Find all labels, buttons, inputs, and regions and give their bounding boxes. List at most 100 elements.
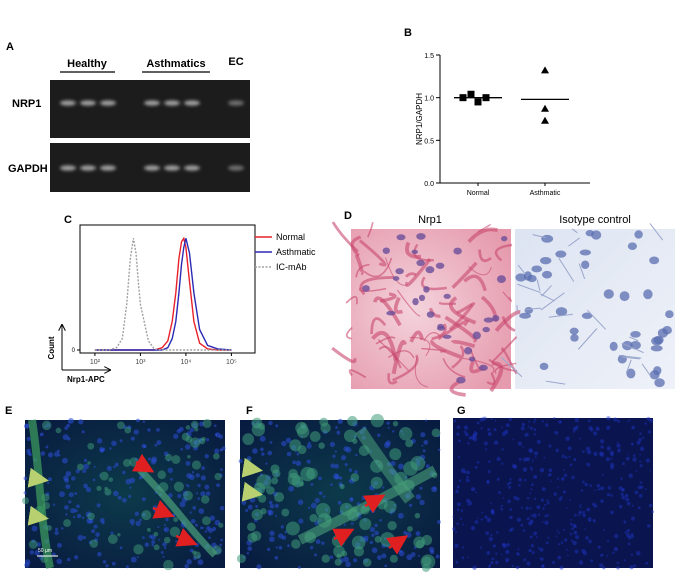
cell	[338, 476, 343, 480]
cell	[629, 565, 634, 570]
nucleus	[386, 310, 396, 316]
cell	[125, 565, 129, 569]
band	[184, 100, 200, 106]
nucleus	[472, 331, 481, 340]
fiber	[502, 291, 513, 302]
cell	[584, 482, 588, 487]
nucleus	[541, 234, 554, 243]
cell	[408, 503, 413, 507]
fiber	[491, 336, 518, 363]
cell	[629, 419, 631, 421]
cell	[345, 446, 352, 453]
cell	[452, 527, 456, 531]
cell	[515, 565, 520, 570]
cell	[463, 425, 469, 430]
cell	[47, 452, 54, 458]
cell	[66, 423, 71, 428]
cell	[54, 530, 59, 536]
panel-label: G	[457, 405, 466, 417]
cell	[52, 552, 56, 557]
cell	[510, 527, 514, 531]
cell	[644, 488, 647, 490]
cell	[524, 478, 527, 482]
cell	[573, 524, 577, 529]
cell	[610, 452, 614, 457]
cell	[487, 432, 492, 437]
cell	[641, 436, 645, 440]
cell	[65, 470, 72, 477]
cell	[201, 495, 210, 504]
cell	[208, 528, 214, 533]
cell	[306, 467, 318, 480]
cell	[295, 460, 302, 467]
cell	[475, 491, 477, 494]
cell	[530, 514, 533, 517]
nucleus	[581, 312, 593, 319]
nucleus	[418, 294, 426, 302]
arrow	[385, 535, 409, 555]
cell	[70, 507, 76, 514]
cell	[501, 426, 504, 429]
band	[184, 165, 200, 171]
cell	[627, 535, 632, 540]
cell	[545, 541, 549, 545]
cell	[414, 512, 421, 519]
cell	[164, 453, 173, 462]
cell	[370, 476, 383, 489]
micrograph-title: Nrp1	[418, 214, 442, 226]
cell	[495, 560, 499, 565]
cell	[74, 555, 79, 560]
arrow	[152, 500, 175, 519]
cell	[321, 541, 325, 545]
fiber	[423, 332, 442, 342]
cell	[456, 522, 459, 526]
nucleus	[626, 368, 636, 379]
fiber	[359, 276, 395, 296]
y-axis-label: NRP1/GAPDH	[415, 93, 424, 145]
cell	[108, 477, 114, 482]
cell	[589, 484, 592, 487]
arrow	[175, 528, 198, 547]
cell	[153, 544, 160, 551]
cell	[639, 485, 644, 489]
cell	[618, 486, 623, 491]
cell	[307, 506, 311, 510]
cell	[387, 520, 397, 531]
cell	[464, 432, 469, 437]
cell	[599, 563, 604, 568]
cell	[572, 523, 576, 528]
cell	[589, 519, 592, 522]
cell	[630, 553, 634, 556]
cell	[454, 543, 459, 548]
cell	[255, 504, 259, 508]
fiber	[405, 241, 422, 259]
cell	[524, 432, 529, 437]
cell	[516, 553, 519, 556]
cell	[183, 532, 186, 535]
cell	[410, 455, 426, 471]
cell	[363, 535, 369, 541]
cell	[453, 419, 457, 423]
cell	[524, 434, 526, 437]
cell	[52, 503, 56, 506]
cell	[509, 508, 513, 511]
cell	[546, 499, 549, 503]
cell	[639, 460, 642, 463]
cell	[517, 548, 520, 551]
cell	[517, 441, 522, 446]
cell	[184, 444, 191, 450]
cell	[501, 542, 506, 547]
cell	[539, 547, 544, 552]
cell	[544, 520, 549, 525]
cell	[72, 515, 76, 519]
cell	[309, 545, 314, 550]
cell	[155, 427, 160, 432]
cell	[553, 416, 556, 420]
cell	[613, 417, 618, 422]
cell	[512, 438, 515, 440]
nucleus	[609, 341, 618, 352]
cell	[214, 448, 220, 454]
cell	[31, 525, 38, 532]
cell	[651, 510, 655, 514]
